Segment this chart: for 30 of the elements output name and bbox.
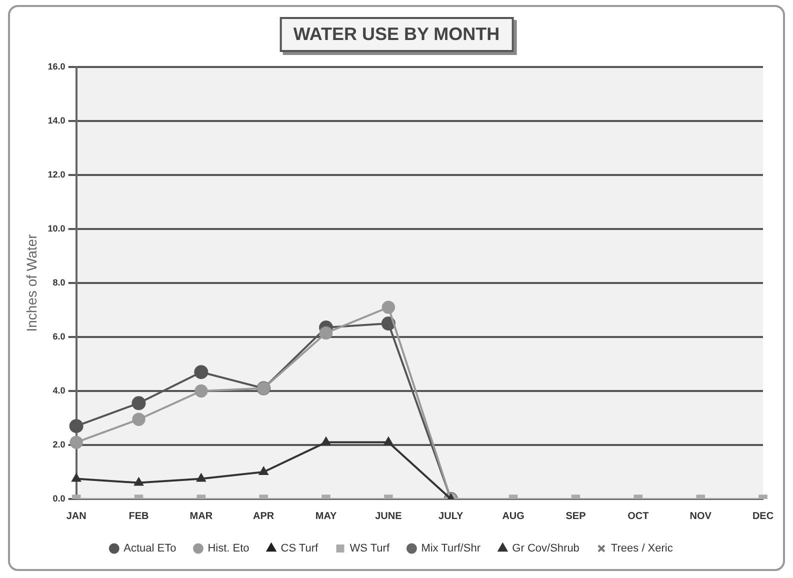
- y-axis-title: Inches of Water: [23, 234, 40, 332]
- y-tick-label: 8.0: [52, 277, 66, 288]
- legend-label: Gr Cov/Shrub: [512, 542, 580, 555]
- x-tick-label: MAY: [315, 510, 337, 522]
- y-tick-label: 4.0: [52, 385, 66, 396]
- x-tick-label: DEC: [752, 510, 774, 522]
- x-tick-label: MAR: [190, 510, 214, 522]
- legend-label: CS Turf: [280, 542, 320, 555]
- x-tick-label: JUNE: [375, 510, 402, 522]
- x-tick-label: JULY: [438, 510, 464, 522]
- x-tick-label: OCT: [628, 510, 649, 522]
- y-tick-label: 16.0: [48, 61, 66, 72]
- y-tick-label: 12.0: [48, 169, 66, 180]
- y-tick-label: 10.0: [48, 223, 66, 234]
- chart-title: WATER USE BY MONTH: [279, 17, 514, 52]
- legend-label: Mix Turf/Shr: [421, 542, 481, 555]
- legend-label: Actual ETo: [124, 542, 176, 555]
- x-tick-label: JAN: [66, 510, 86, 522]
- x-tick-label: FEB: [128, 510, 149, 522]
- y-tick-label: 0.0: [52, 493, 66, 504]
- legend-label: Trees / Xeric: [610, 542, 674, 555]
- x-tick-label: NOV: [690, 510, 712, 522]
- y-tick-label: 2.0: [52, 439, 66, 450]
- legend-label: WS Turf: [350, 542, 390, 555]
- y-tick-label: 6.0: [52, 331, 66, 342]
- x-tick-label: SEP: [566, 510, 586, 522]
- x-tick-label: APR: [253, 510, 275, 522]
- y-tick-label: 14.0: [48, 115, 66, 126]
- x-tick-label: AUG: [502, 510, 525, 522]
- legend-label: Hist. Eto: [208, 542, 250, 555]
